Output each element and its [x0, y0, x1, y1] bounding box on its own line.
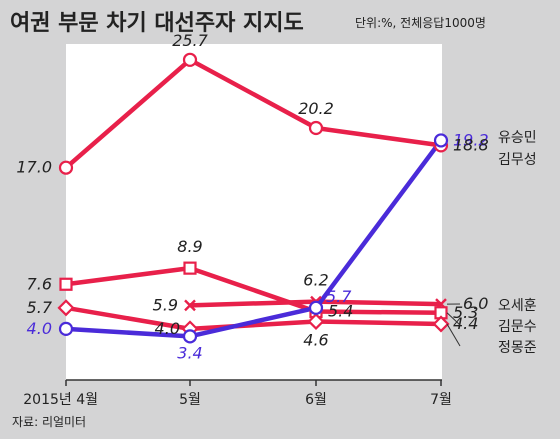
data-label: 7.6	[27, 274, 52, 293]
x-tick-label: 6월	[305, 392, 327, 408]
data-point-diamond	[307, 312, 325, 331]
data-point-circle	[433, 133, 449, 148]
data-label: 5.7	[27, 298, 53, 317]
chart-subtitle: 단위:%, 전체응답1000명	[355, 16, 486, 30]
data-point-square	[183, 261, 197, 275]
x-tick-label: 5월	[179, 392, 201, 408]
data-point-circle	[182, 329, 198, 344]
series-name-label: 정몽준	[498, 340, 537, 356]
data-point-circle	[58, 321, 74, 336]
series-line-김무성	[64, 57, 442, 170]
data-label: 4.6	[303, 330, 328, 349]
chart-title: 여권 부문 차기 대선주자 지지도	[10, 11, 304, 36]
data-point-circle	[308, 300, 324, 315]
data-label: 20.2	[298, 99, 334, 118]
x-tick-group: 2015년 4월 5월 6월 7월	[23, 380, 452, 408]
series-line-유승민	[65, 139, 443, 339]
series-line-정몽준	[65, 305, 442, 332]
data-point-x	[184, 299, 196, 312]
data-label: 4.4	[453, 314, 478, 333]
x-tick-label: 2015년 4월	[23, 392, 98, 408]
data-point-diamond	[432, 315, 450, 333]
data-point-circle	[182, 52, 198, 67]
data-label: 8.9	[177, 237, 202, 256]
data-label: 3.4	[177, 343, 202, 362]
data-point-square	[59, 277, 73, 291]
legend-connector	[446, 312, 461, 326]
data-label: 4.0	[27, 319, 52, 338]
series-lines	[64, 57, 443, 339]
data-label: 5.3	[453, 303, 478, 322]
data-label: 5.4	[328, 302, 353, 321]
data-label: 18.8	[453, 135, 489, 154]
series-name-label: 김문수	[498, 319, 537, 335]
data-point-circle	[58, 160, 74, 175]
series-name-label: 오세훈	[498, 298, 537, 314]
data-point-diamond	[57, 299, 75, 317]
data-label: 6.0	[463, 294, 488, 313]
series-name-label: 김무성	[498, 152, 537, 168]
legend-connector	[446, 323, 461, 347]
x-tick-label: 7월	[430, 392, 452, 408]
series-name-label: 유승민	[498, 130, 537, 146]
data-label: 4.0	[155, 319, 180, 338]
data-label: 25.7	[172, 31, 208, 50]
value-labels: 4.0 3.4 5.7 19.2 17.0 25.7 20.2 18.8 5.9 6.2 6.0 7.…	[16, 31, 488, 363]
data-label: 17.0	[16, 158, 52, 177]
data-label: 19.2	[453, 130, 489, 149]
data-label: 5.7	[326, 287, 352, 306]
data-label: 6.2	[303, 271, 328, 290]
series-markers	[57, 52, 450, 344]
data-label: 5.9	[153, 295, 178, 314]
data-point-circle	[308, 120, 324, 136]
source-note: 자료: 리얼미터	[12, 415, 86, 429]
series-line-김문수	[65, 265, 442, 316]
